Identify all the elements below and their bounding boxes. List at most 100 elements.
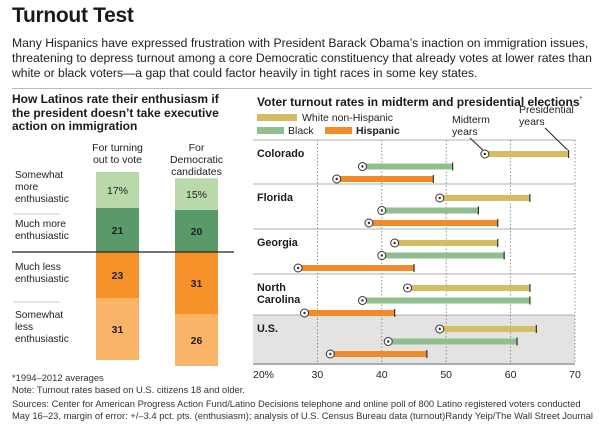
range-bar: [407, 285, 530, 291]
midterm-marker-dot: [367, 221, 371, 225]
legend-swatch-black: [257, 127, 284, 134]
state-label: North: [257, 282, 286, 294]
range-bar: [394, 240, 498, 246]
range-bar: [484, 151, 569, 157]
range-bar: [362, 163, 453, 170]
row-label: enthusiastic: [15, 194, 69, 205]
state-label: Carolina: [257, 294, 301, 306]
midterm-marker-dot: [380, 254, 383, 257]
x-tick-label: 30: [312, 369, 324, 381]
row-label: Somewhat: [15, 170, 63, 181]
midterm-marker-dot: [483, 152, 487, 156]
legend-label-black: Black: [288, 125, 314, 137]
bar-segment: [175, 178, 218, 210]
annotation-midterm: years: [452, 126, 478, 138]
range-bar: [362, 297, 530, 304]
right-panel-title-text: Voter turnout rates in midterm and presi…: [257, 95, 580, 109]
row-label: enthusiastic: [15, 274, 69, 285]
bar-segment: [175, 209, 218, 252]
right-panel-title-mark: *: [579, 96, 583, 103]
sources-text: Sources: Center for American Progress Ac…: [12, 398, 592, 421]
midterm-marker-dot: [361, 299, 364, 302]
row-label: Somewhat: [15, 310, 63, 321]
range-bar: [304, 310, 395, 316]
x-tick-label: 70: [569, 369, 581, 381]
column-header: out to vote: [93, 154, 142, 166]
annotation-leader: [469, 137, 484, 151]
state-label: Colorado: [257, 148, 305, 160]
row-label: Much less: [15, 262, 61, 273]
bar-segment: [96, 207, 139, 252]
midterm-marker-dot: [303, 311, 306, 315]
bar-segment: [96, 172, 139, 208]
data-label: 31: [112, 324, 124, 336]
data-label: 17%: [107, 185, 128, 197]
range-bar: [330, 351, 427, 357]
data-label: 20: [191, 226, 203, 238]
intro-text: Many Hispanics have expressed frustratio…: [12, 36, 592, 80]
footnote-note: Note: Turnout rates based on U.S. citize…: [12, 384, 245, 395]
row-label: enthusiastic: [15, 334, 69, 345]
legend-label-white: White non-Hispanic: [302, 112, 393, 124]
legend-swatch-hispanic: [325, 127, 352, 134]
range-bar: [439, 195, 530, 201]
footnotes: *1994–2012 averages Note: Turnout rates …: [12, 372, 245, 396]
row-label: less: [15, 322, 33, 333]
row-label: enthusiastic: [15, 231, 69, 242]
range-bar: [439, 326, 537, 332]
bar-segment: [96, 298, 139, 360]
left-panel-title: How Latinos rate their enthusiasm if the…: [12, 92, 219, 133]
x-tick-label: 50: [440, 369, 452, 381]
column-header: For: [189, 142, 205, 154]
column-header: For turning: [92, 142, 143, 154]
range-bar: [388, 338, 518, 345]
midterm-marker-dot: [438, 196, 441, 200]
midterm-marker-dot: [406, 286, 409, 290]
midterm-marker-dot: [438, 327, 441, 331]
x-tick-label: 60: [505, 369, 517, 381]
midterm-marker-dot: [393, 241, 396, 245]
legend-label-hispanic: Hispanic: [356, 125, 400, 137]
annotation-leader: [544, 127, 568, 151]
annotation-presidential: Presidential: [519, 104, 574, 116]
row-label: Much more: [15, 219, 66, 230]
range-bar: [336, 176, 434, 182]
right-panel-title: Voter turnout rates in midterm and presi…: [257, 93, 597, 110]
midterm-marker-dot: [380, 209, 383, 212]
sources-body: Sources: Center for American Progress Ac…: [12, 398, 581, 421]
annotation-presidential: years: [519, 116, 545, 128]
chart-title: Turnout Test: [12, 4, 134, 27]
bar-segment: [96, 252, 139, 298]
data-label: 23: [112, 270, 124, 282]
x-tick-label: 40: [376, 369, 388, 381]
midterm-marker-dot: [329, 352, 332, 356]
column-header: Democratic: [170, 154, 223, 166]
range-bar: [298, 265, 414, 271]
range-bar: [368, 220, 498, 226]
midterm-marker-dot: [296, 266, 300, 270]
bar-segment: [175, 252, 218, 314]
state-label: U.S.: [257, 323, 278, 335]
range-bar: [381, 252, 505, 259]
midterm-marker-dot: [335, 177, 338, 181]
midterm-marker-dot: [361, 165, 364, 168]
data-label: 31: [191, 278, 203, 290]
data-label: 15%: [186, 189, 207, 201]
data-label: 21: [112, 225, 124, 237]
legend-swatch-white: [257, 114, 297, 121]
column-header: candidates: [171, 166, 222, 178]
row-label: more: [15, 182, 39, 193]
range-bar: [381, 207, 479, 214]
divider: [12, 88, 592, 89]
data-label: 26: [191, 335, 203, 347]
midterm-marker-dot: [387, 340, 390, 343]
x-tick-label: 20%: [253, 369, 274, 381]
bar-segment: [175, 314, 218, 366]
state-label: Georgia: [257, 237, 299, 249]
annotation-midterm: Midterm: [452, 114, 490, 126]
footnote-averages: *1994–2012 averages: [12, 372, 104, 383]
state-label: Florida: [257, 192, 294, 204]
credit: Randy Yeip/The Wall Street Journal: [445, 410, 593, 421]
